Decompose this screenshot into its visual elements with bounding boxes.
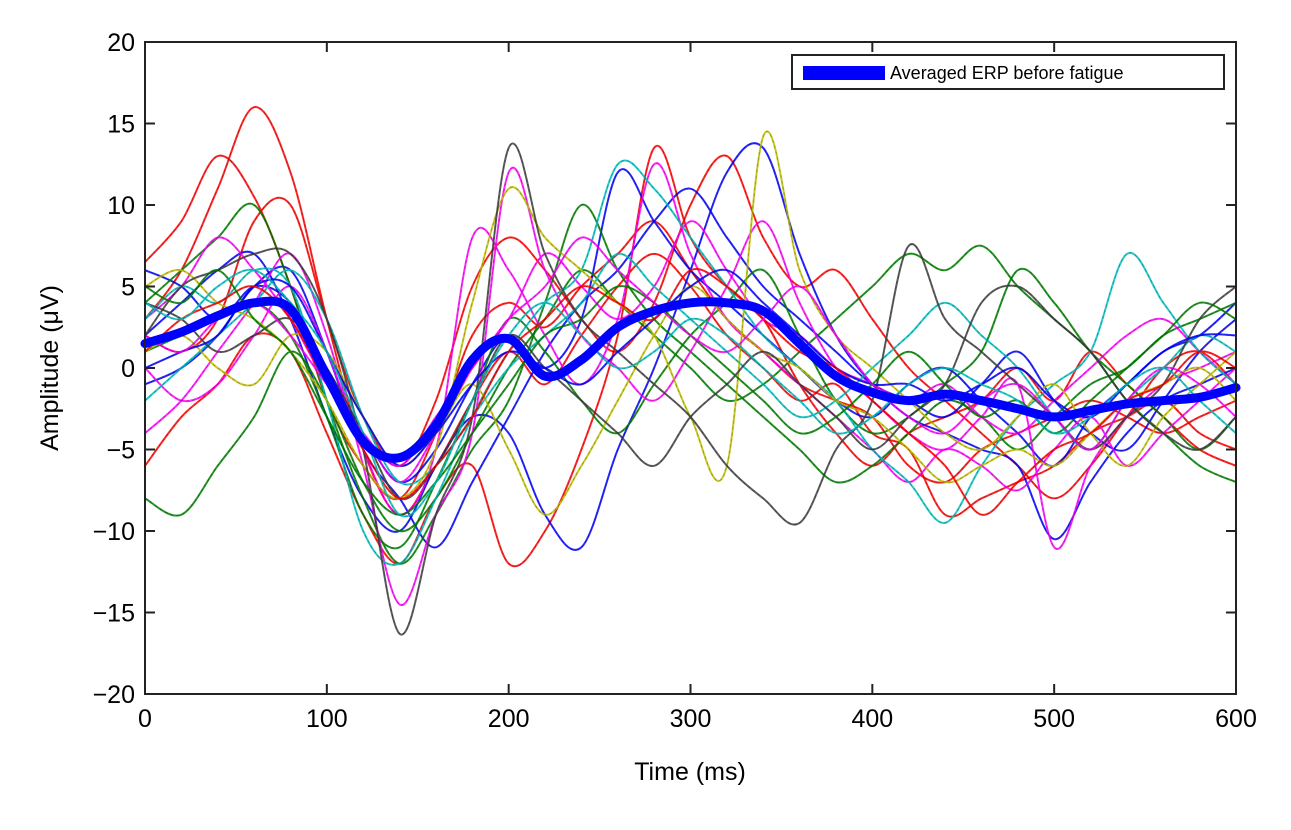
- average-erp-trace: [140, 296, 1241, 463]
- trial-trace-dash-12: [144, 163, 1237, 516]
- legend: Averaged ERP before fatigue: [791, 54, 1225, 90]
- trial-trace-16: [144, 130, 1237, 500]
- x-tick-label: 300: [670, 705, 712, 733]
- legend-label: Averaged ERP before fatigue: [890, 63, 1124, 83]
- trial-trace-dash-16: [144, 131, 1237, 499]
- y-tick-label: 20: [107, 29, 135, 57]
- y-axis: −20 −15 −10 −5 0 5 10 15 20: [93, 29, 1236, 709]
- trial-trace-dash-14: [144, 160, 1237, 566]
- x-tick-label: 0: [138, 705, 152, 733]
- average-trace-group: [140, 296, 1241, 463]
- trial-trace-dash-3: [144, 145, 1237, 567]
- y-tick-label: −15: [93, 600, 135, 628]
- y-tick-label: 0: [121, 355, 135, 383]
- x-axis: 0 100 200 300 400 500 600: [138, 42, 1257, 733]
- legend-swatch: [803, 66, 885, 80]
- x-tick-label: 100: [306, 705, 348, 733]
- y-tick-label: 15: [107, 111, 135, 139]
- trial-trace-dash-2: [144, 106, 1237, 517]
- trial-trace-dash-4: [144, 155, 1237, 499]
- y-axis-label: Amplitude (μV): [36, 285, 64, 451]
- trial-traces: [144, 106, 1237, 636]
- trial-trace-18: [144, 142, 1237, 636]
- trial-trace-3: [144, 144, 1237, 568]
- trial-trace-12: [144, 162, 1237, 516]
- trial-trace-2: [144, 106, 1237, 518]
- trial-trace-24: [144, 268, 1237, 518]
- trial-trace-4: [144, 154, 1237, 500]
- y-tick-label: 10: [107, 192, 135, 220]
- y-tick-label: −20: [93, 681, 135, 709]
- y-tick-label: −5: [106, 437, 135, 465]
- x-tick-label: 600: [1215, 705, 1257, 733]
- x-tick-label: 400: [851, 705, 893, 733]
- y-tick-label: 5: [121, 274, 135, 302]
- x-axis-label: Time (ms): [634, 758, 746, 786]
- y-tick-label: −10: [93, 518, 135, 546]
- trial-trace-dash-24: [144, 269, 1237, 517]
- x-tick-label: 200: [488, 705, 530, 733]
- x-tick-label: 500: [1033, 705, 1075, 733]
